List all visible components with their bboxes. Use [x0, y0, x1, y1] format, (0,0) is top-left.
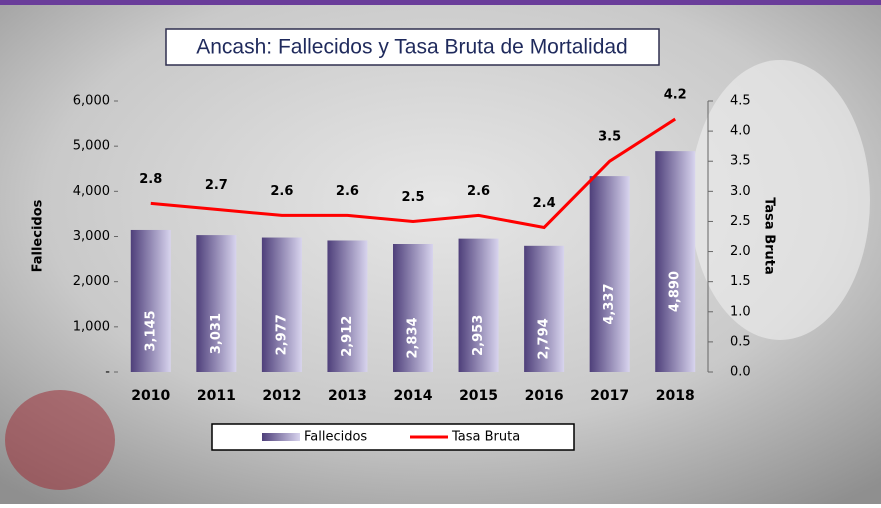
- x-tick-label: 2017: [590, 388, 629, 404]
- y-axis-title: Fallecidos: [31, 199, 46, 272]
- line-value-label: 4.2: [664, 88, 687, 103]
- x-tick-label: 2015: [459, 388, 498, 404]
- x-tick-label: 2011: [197, 388, 236, 404]
- bar-value-label: 4,890: [668, 271, 683, 312]
- line-value-label: 2.5: [401, 190, 424, 205]
- x-tick-label: 2018: [656, 388, 695, 404]
- bar: [590, 176, 630, 372]
- y-tick-label: 6,000: [73, 94, 110, 109]
- y2-tick-label: 0.0: [730, 365, 751, 380]
- x-tick-label: 2014: [394, 388, 433, 404]
- legend-label: Fallecidos: [304, 430, 367, 445]
- bar-value-label: 2,977: [274, 314, 289, 355]
- bar-value-label: 4,337: [602, 283, 617, 324]
- y2-axis-title: Tasa Bruta: [762, 197, 777, 275]
- legend-swatch: [262, 433, 300, 441]
- legend-label: Tasa Bruta: [451, 430, 520, 445]
- x-tick-label: 2013: [328, 388, 367, 404]
- x-tick-label: 2010: [131, 388, 170, 404]
- bar-value-label: 2,794: [537, 318, 552, 359]
- background-shape: [690, 60, 870, 340]
- y-tick-label: 2,000: [73, 274, 110, 289]
- y-tick-label: 4,000: [73, 184, 110, 199]
- line-value-label: 2.6: [270, 184, 293, 199]
- y2-tick-label: 1.0: [730, 304, 751, 319]
- top-border: [0, 0, 881, 5]
- line-value-label: 2.6: [467, 184, 490, 199]
- y2-tick-label: 4.5: [730, 94, 751, 109]
- y2-tick-label: 2.5: [730, 214, 751, 229]
- line-value-label: 2.7: [205, 178, 228, 193]
- chart-title: Ancash: Fallecidos y Tasa Bruta de Morta…: [196, 36, 628, 59]
- x-tick-label: 2016: [525, 388, 564, 404]
- chart: Ancash: Fallecidos y Tasa Bruta de Morta…: [0, 0, 881, 504]
- line-value-label: 3.5: [598, 130, 621, 145]
- bar-value-label: 2,912: [340, 316, 355, 357]
- y-tick-label: -: [105, 365, 110, 380]
- y2-tick-label: 0.5: [730, 334, 751, 349]
- y2-tick-label: 1.5: [730, 274, 751, 289]
- bar-value-label: 3,031: [209, 313, 224, 354]
- bar-value-label: 2,834: [406, 317, 421, 358]
- bar-value-label: 3,145: [143, 310, 158, 351]
- y-tick-label: 5,000: [73, 139, 110, 154]
- y2-tick-label: 2.0: [730, 244, 751, 259]
- y-tick-label: 3,000: [73, 229, 110, 244]
- line-value-label: 2.6: [336, 184, 359, 199]
- y2-tick-label: 3.5: [730, 154, 751, 169]
- x-tick-label: 2012: [262, 388, 301, 404]
- background-stain: [5, 390, 115, 490]
- y2-tick-label: 3.0: [730, 184, 751, 199]
- line-value-label: 2.8: [139, 172, 162, 187]
- y2-tick-label: 4.0: [730, 124, 751, 139]
- bar: [655, 151, 695, 372]
- y-tick-label: 1,000: [73, 319, 110, 334]
- line-value-label: 2.4: [533, 196, 556, 211]
- bar-value-label: 2,953: [471, 315, 486, 356]
